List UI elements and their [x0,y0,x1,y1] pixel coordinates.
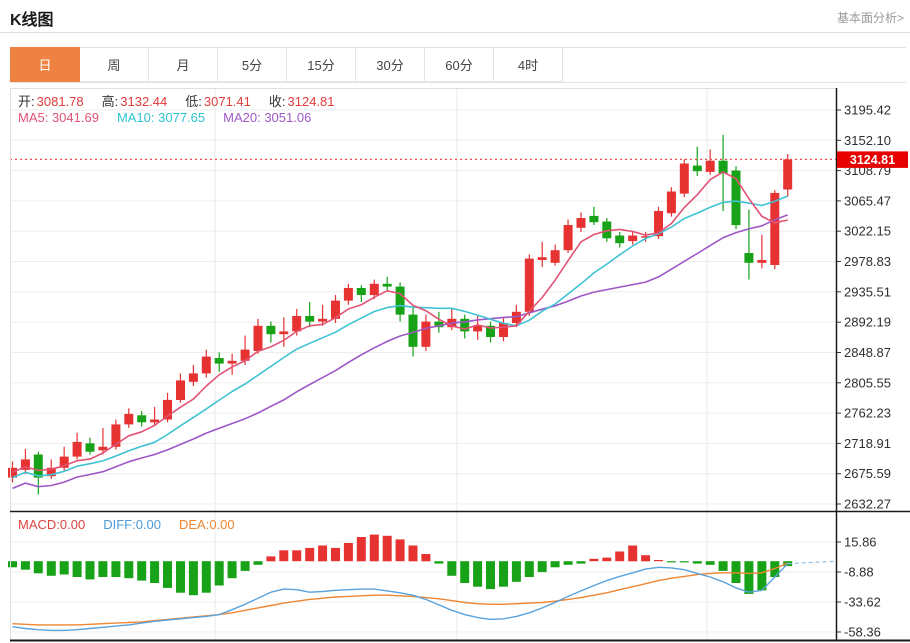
fundamental-analysis-link[interactable]: 基本面分析> [836,11,904,25]
svg-text:15.86: 15.86 [844,535,877,550]
macd-item: MACD:0.00 [18,517,86,532]
ma-item: MA10: 3077.65 [116,110,206,125]
ohlc-label: 低: [185,94,202,109]
macd-item: DEA:0.00 [179,517,235,532]
ohlc-value: 3081.78 [36,94,84,109]
tab-日[interactable]: 日 [10,47,80,82]
price-grid-and-axis: 3195.423152.103108.793065.473022.152978.… [10,103,891,512]
chart-frame [10,88,910,642]
tab-月[interactable]: 月 [148,47,218,82]
ma-lines-layer [12,171,788,490]
svg-text:3152.10: 3152.10 [844,133,891,148]
tab-周[interactable]: 周 [79,47,149,82]
period-tabs: 日周月 5分 15分 30分 60分 4时 [10,47,906,83]
svg-text:-58.36: -58.36 [844,625,881,640]
ohlc-label: 开: [18,94,35,109]
tab-5分[interactable]: 5分 [217,47,287,82]
ma-item: MA5: 3041.69 [18,110,99,125]
svg-text:-33.62: -33.62 [844,595,881,610]
tab-4时[interactable]: 4时 [493,47,563,82]
svg-text:2762.23: 2762.23 [844,406,891,421]
svg-text:2675.59: 2675.59 [844,466,891,481]
svg-text:2978.83: 2978.83 [844,254,891,269]
svg-text:2805.55: 2805.55 [844,375,891,390]
ohlc-item: 收: 3124.81 [269,91,335,110]
ohlc-item: 开: 3081.78 [18,91,84,110]
macd-item: DIFF:0.00 [103,517,161,532]
ohlc-label: 收: [268,94,286,109]
ohlc-item: 高: 3132.44 [102,91,168,110]
macd-lines-layer [12,560,837,632]
svg-text:2848.87: 2848.87 [844,345,891,360]
tab-30分[interactable]: 30分 [355,47,425,82]
vertical-gridlines [214,88,708,640]
ohlc-value: 3132.44 [120,94,168,109]
svg-text:3065.47: 3065.47 [844,193,891,208]
macd-histogram-layer [8,534,793,596]
macd-grid-and-axis: 15.86 -8.88 -33.62 -58.36 [10,535,881,640]
ohlc-value: 3071.41 [203,94,251,109]
page-title: K线图 [10,12,54,29]
svg-text:3124.81: 3124.81 [850,153,895,167]
svg-text:2892.19: 2892.19 [844,315,891,330]
svg-text:2935.51: 2935.51 [844,284,891,299]
tab-15分[interactable]: 15分 [286,47,356,82]
tab-60分[interactable]: 60分 [424,47,494,82]
candles-layer [8,134,793,495]
tabs-filler [563,47,906,82]
ma-legend: MA5: 3041.69 MA10: 3077.65 MA20: 3051.06 [18,110,311,125]
svg-text:3195.42: 3195.42 [844,103,891,118]
last-price-tag: 3124.81 [837,151,908,168]
svg-text:2632.27: 2632.27 [844,497,891,512]
ohlc-item: 低: 3071.41 [185,91,251,110]
svg-text:-8.88: -8.88 [844,565,874,580]
page-header: K线图 基本面分析> [0,0,910,33]
svg-text:3022.15: 3022.15 [844,224,891,239]
ma-item: MA20: 3051.06 [223,110,312,125]
ohlc-label: 高: [101,94,119,109]
svg-text:2718.91: 2718.91 [844,436,891,451]
macd-zero-extension-line [787,560,837,565]
macd-legend: MACD:0.00 DIFF:0.00 DEA:0.00 [18,517,235,532]
ohlc-value: 3124.81 [287,94,335,109]
ohlc-legend: 开: 3081.78 高: 3132.44 低: 3071.41 收: 3124.81 [18,91,335,110]
